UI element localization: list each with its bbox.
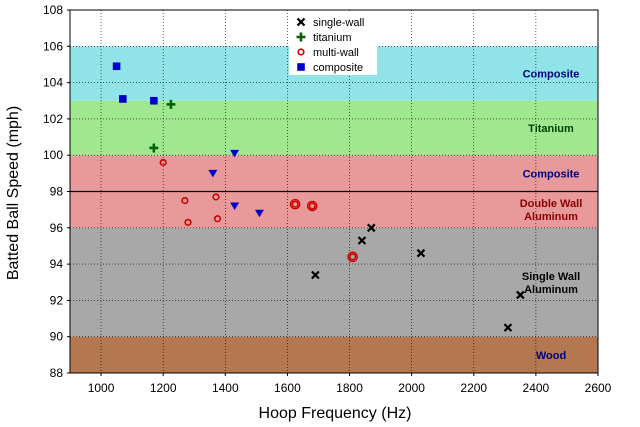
legend-label-3: composite (313, 62, 363, 74)
composite-point-1 (119, 95, 127, 103)
composite-triangle-point-1 (230, 149, 240, 158)
band-label-2-line-1: Aluminum (524, 211, 578, 223)
band-label-2-line-0: Double Wall (520, 198, 583, 210)
multi-wall-point-6 (308, 202, 316, 210)
y-tick-label-10: 108 (43, 3, 63, 17)
y-tick-label-1: 90 (50, 330, 64, 344)
y-tick-label-3: 94 (50, 257, 64, 271)
band-label-0-line-0: Wood (536, 350, 566, 362)
x-axis-label: Hoop Frequency (Hz) (259, 405, 412, 422)
x-tick-label-1: 1200 (150, 381, 177, 395)
multi-wall-ring-7 (347, 251, 358, 263)
y-tick-label-0: 88 (50, 366, 64, 380)
multi-wall-point-2 (184, 218, 192, 226)
band-label-4-line-0: Titanium (528, 123, 574, 135)
multi-wall-point-4 (213, 215, 222, 223)
y-tick-label-9: 106 (43, 39, 63, 53)
titanium-point-1 (166, 99, 176, 109)
band-label-1: Single Wall Aluminum (522, 271, 580, 296)
multi-wall-point-7 (349, 253, 357, 261)
composite-triangle-point-3 (254, 209, 264, 218)
band-label-1-line-1: Aluminum (524, 284, 578, 296)
legend-label-2: multi-wall (313, 47, 359, 59)
legend-label-0: single-wall (313, 17, 364, 29)
data-points (112, 62, 525, 332)
single-wall-point-5 (516, 290, 525, 300)
x-tick-label-5: 2000 (398, 381, 425, 395)
composite-triangle-point-0 (208, 169, 218, 178)
band-2 (70, 191, 598, 228)
single-wall-point-0 (311, 270, 320, 280)
multi-wall-point-3 (212, 193, 220, 201)
multi-wall-point-0 (159, 158, 167, 167)
legend: single-wall titanium multi-wall composite (289, 13, 377, 75)
composite-triangle-point-2 (230, 202, 240, 211)
composite-point-2 (150, 96, 158, 105)
y-tick-label-4: 96 (50, 221, 64, 235)
band-0 (70, 336, 598, 373)
legend-marker-1 (296, 32, 306, 42)
single-wall-point-3 (416, 248, 426, 258)
multi-wall-ring-6 (306, 200, 318, 212)
band-label-5-line-0: Composite (523, 69, 580, 81)
single-wall-point-2 (366, 223, 376, 233)
x-tick-label-8: 2600 (585, 381, 612, 395)
tick-labels: 1000 1200 1400 1600 1800 2000 2200 2400 2600 88 90… (43, 3, 612, 395)
y-tick-label-5: 98 (50, 185, 64, 199)
multi-wall-ring-5 (289, 198, 301, 210)
legend-label-1: titanium (313, 32, 352, 44)
x-tick-label-3: 1600 (274, 381, 301, 395)
band-label-0: Wood (536, 350, 566, 362)
titanium-point-0 (149, 143, 159, 153)
y-tick-label-2: 92 (50, 293, 64, 307)
band-label-1-line-0: Single Wall (522, 271, 580, 283)
band-label-4: Titanium (528, 123, 574, 135)
band-label-2: Double Wall Aluminum (520, 198, 583, 223)
band-label-3-line-0: Composite (523, 168, 580, 180)
x-tick-label-6: 2200 (460, 381, 487, 395)
band-3 (70, 155, 598, 192)
y-tick-label-7: 102 (43, 112, 63, 126)
y-axis-label: Batted Ball Speed (mph) (5, 106, 22, 280)
composite-point-0 (112, 62, 121, 71)
x-tick-label-2: 1400 (212, 381, 239, 395)
multi-wall-point-5 (291, 200, 299, 208)
x-tick-label-0: 1000 (88, 381, 115, 395)
legend-marker-3 (297, 63, 305, 71)
single-wall-point-1 (357, 236, 367, 245)
band-label-5: Composite (523, 69, 580, 81)
x-tick-label-7: 2400 (523, 381, 550, 395)
y-tick-label-8: 104 (43, 76, 63, 90)
multi-wall-point-1 (181, 196, 189, 205)
x-tick-label-4: 1800 (336, 381, 363, 395)
band-1 (70, 227, 598, 337)
single-wall-point-4 (503, 323, 513, 332)
band-4 (70, 100, 598, 156)
legend-marker-0 (296, 17, 306, 27)
band-label-3: Composite (523, 168, 580, 180)
legend-marker-2 (297, 48, 305, 56)
y-tick-label-6: 100 (43, 148, 63, 162)
